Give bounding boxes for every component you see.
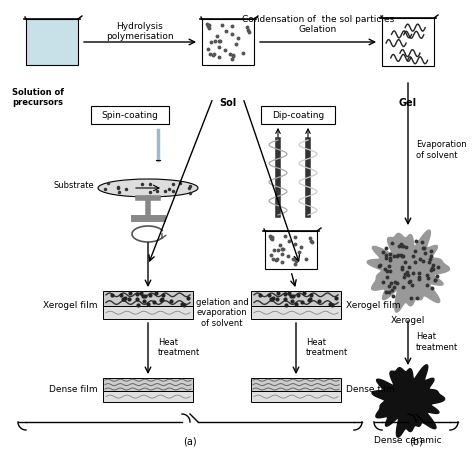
Text: Sol: Sol [219,98,237,108]
Text: Condensation of  the sol particles
Gelation: Condensation of the sol particles Gelati… [242,15,394,35]
Polygon shape [26,19,78,65]
Text: Spin-coating: Spin-coating [101,111,158,119]
Text: Heat
treatment: Heat treatment [158,338,200,357]
Polygon shape [251,378,341,391]
Text: (b): (b) [409,436,423,446]
Polygon shape [103,291,193,307]
Polygon shape [265,231,317,269]
Text: Hydrolysis
polymerisation: Hydrolysis polymerisation [106,22,174,41]
Polygon shape [103,378,193,391]
Text: Dense film: Dense film [49,385,98,395]
Polygon shape [202,19,254,65]
Polygon shape [367,230,449,312]
Ellipse shape [98,179,198,197]
Text: Dip-coating: Dip-coating [272,111,324,119]
Text: Heat
treatment: Heat treatment [306,338,348,357]
Polygon shape [103,391,193,402]
Text: Solution of
precursors: Solution of precursors [12,88,64,107]
Text: gelation and
evaporation
of solvent: gelation and evaporation of solvent [196,298,248,328]
Text: Substrate: Substrate [53,181,94,189]
Text: Xerogel film: Xerogel film [346,301,401,309]
Polygon shape [372,365,445,437]
Text: Evaporation
of solvent: Evaporation of solvent [416,140,466,160]
Text: Dense ceramic: Dense ceramic [374,436,442,445]
Polygon shape [251,307,341,319]
Text: Dense film: Dense film [346,385,395,395]
Polygon shape [251,391,341,402]
Text: Heat
treatment: Heat treatment [416,332,458,352]
FancyBboxPatch shape [91,106,169,124]
FancyBboxPatch shape [261,106,335,124]
Text: (a): (a) [183,436,197,446]
Text: Xerogel: Xerogel [391,316,425,325]
Text: Gel: Gel [399,98,417,108]
Polygon shape [251,291,341,307]
Polygon shape [382,18,434,66]
Polygon shape [103,307,193,319]
Text: Xerogel film: Xerogel film [44,301,98,309]
